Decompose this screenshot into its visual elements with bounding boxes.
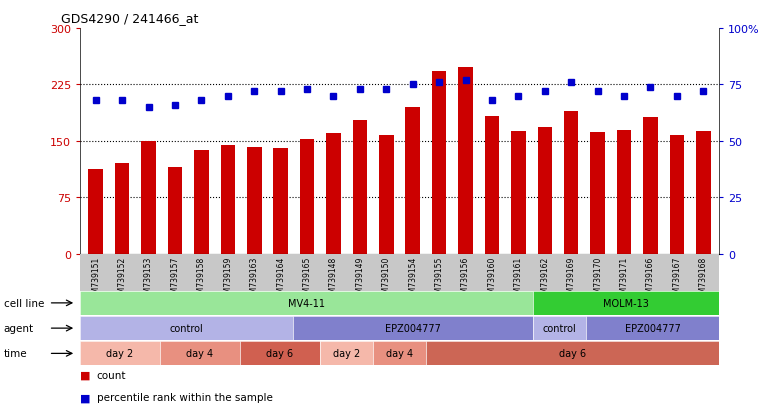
Bar [696, 132, 711, 254]
Bar [670, 135, 684, 254]
Bar [273, 149, 288, 254]
Text: MOLM-13: MOLM-13 [603, 298, 649, 308]
Bar [142, 141, 156, 254]
Text: GSM739159: GSM739159 [223, 256, 232, 302]
Text: GSM739155: GSM739155 [435, 256, 444, 302]
Text: GSM739167: GSM739167 [673, 256, 681, 302]
Bar [167, 168, 183, 254]
Text: GSM739151: GSM739151 [91, 256, 100, 302]
Text: GSM739166: GSM739166 [646, 256, 655, 302]
Text: EPZ004777: EPZ004777 [625, 323, 680, 333]
Text: GSM739160: GSM739160 [488, 256, 496, 302]
Text: GSM739161: GSM739161 [514, 256, 523, 302]
Text: day 6: day 6 [559, 349, 586, 358]
Bar [643, 117, 658, 254]
Text: EPZ004777: EPZ004777 [385, 323, 441, 333]
Text: GSM739149: GSM739149 [355, 256, 365, 302]
Text: control: control [170, 323, 203, 333]
Bar [511, 132, 526, 254]
Text: GSM739157: GSM739157 [170, 256, 180, 302]
Text: MV4-11: MV4-11 [288, 298, 325, 308]
Text: GSM739150: GSM739150 [382, 256, 391, 302]
Text: GSM739156: GSM739156 [461, 256, 470, 302]
Text: GSM739148: GSM739148 [329, 256, 338, 302]
Text: day 4: day 4 [186, 349, 213, 358]
Text: GSM739171: GSM739171 [619, 256, 629, 302]
Bar [88, 169, 103, 254]
Text: GSM739164: GSM739164 [276, 256, 285, 302]
Bar [485, 117, 499, 254]
Bar [194, 150, 209, 254]
Bar [379, 135, 393, 254]
Bar [616, 130, 632, 254]
Text: GSM739170: GSM739170 [593, 256, 602, 302]
Text: GSM739169: GSM739169 [567, 256, 576, 302]
Text: GSM739158: GSM739158 [197, 256, 206, 302]
Text: cell line: cell line [4, 298, 44, 308]
Bar [432, 72, 447, 254]
Bar [352, 121, 367, 254]
Text: count: count [97, 370, 126, 380]
Bar [115, 164, 129, 254]
Text: GSM739162: GSM739162 [540, 256, 549, 302]
Text: GSM739153: GSM739153 [144, 256, 153, 302]
Text: percentile rank within the sample: percentile rank within the sample [97, 392, 272, 402]
Text: day 4: day 4 [386, 349, 413, 358]
Text: time: time [4, 349, 27, 358]
Text: ■: ■ [80, 392, 91, 402]
Text: agent: agent [4, 323, 34, 333]
Bar [458, 68, 473, 254]
Text: day 6: day 6 [266, 349, 293, 358]
Text: GDS4290 / 241466_at: GDS4290 / 241466_at [61, 12, 199, 25]
Bar [221, 145, 235, 254]
Text: GSM739154: GSM739154 [408, 256, 417, 302]
Text: day 2: day 2 [107, 349, 133, 358]
Bar [247, 147, 262, 254]
Text: GSM739163: GSM739163 [250, 256, 259, 302]
Text: GSM739168: GSM739168 [699, 256, 708, 302]
Bar [300, 140, 314, 254]
Text: GSM739152: GSM739152 [118, 256, 126, 302]
Bar [564, 112, 578, 254]
Bar [591, 133, 605, 254]
Text: ■: ■ [80, 370, 91, 380]
Text: GSM739165: GSM739165 [303, 256, 311, 302]
Bar [406, 108, 420, 254]
Bar [326, 134, 341, 254]
Text: day 2: day 2 [333, 349, 360, 358]
Bar [537, 128, 552, 254]
Text: control: control [543, 323, 576, 333]
